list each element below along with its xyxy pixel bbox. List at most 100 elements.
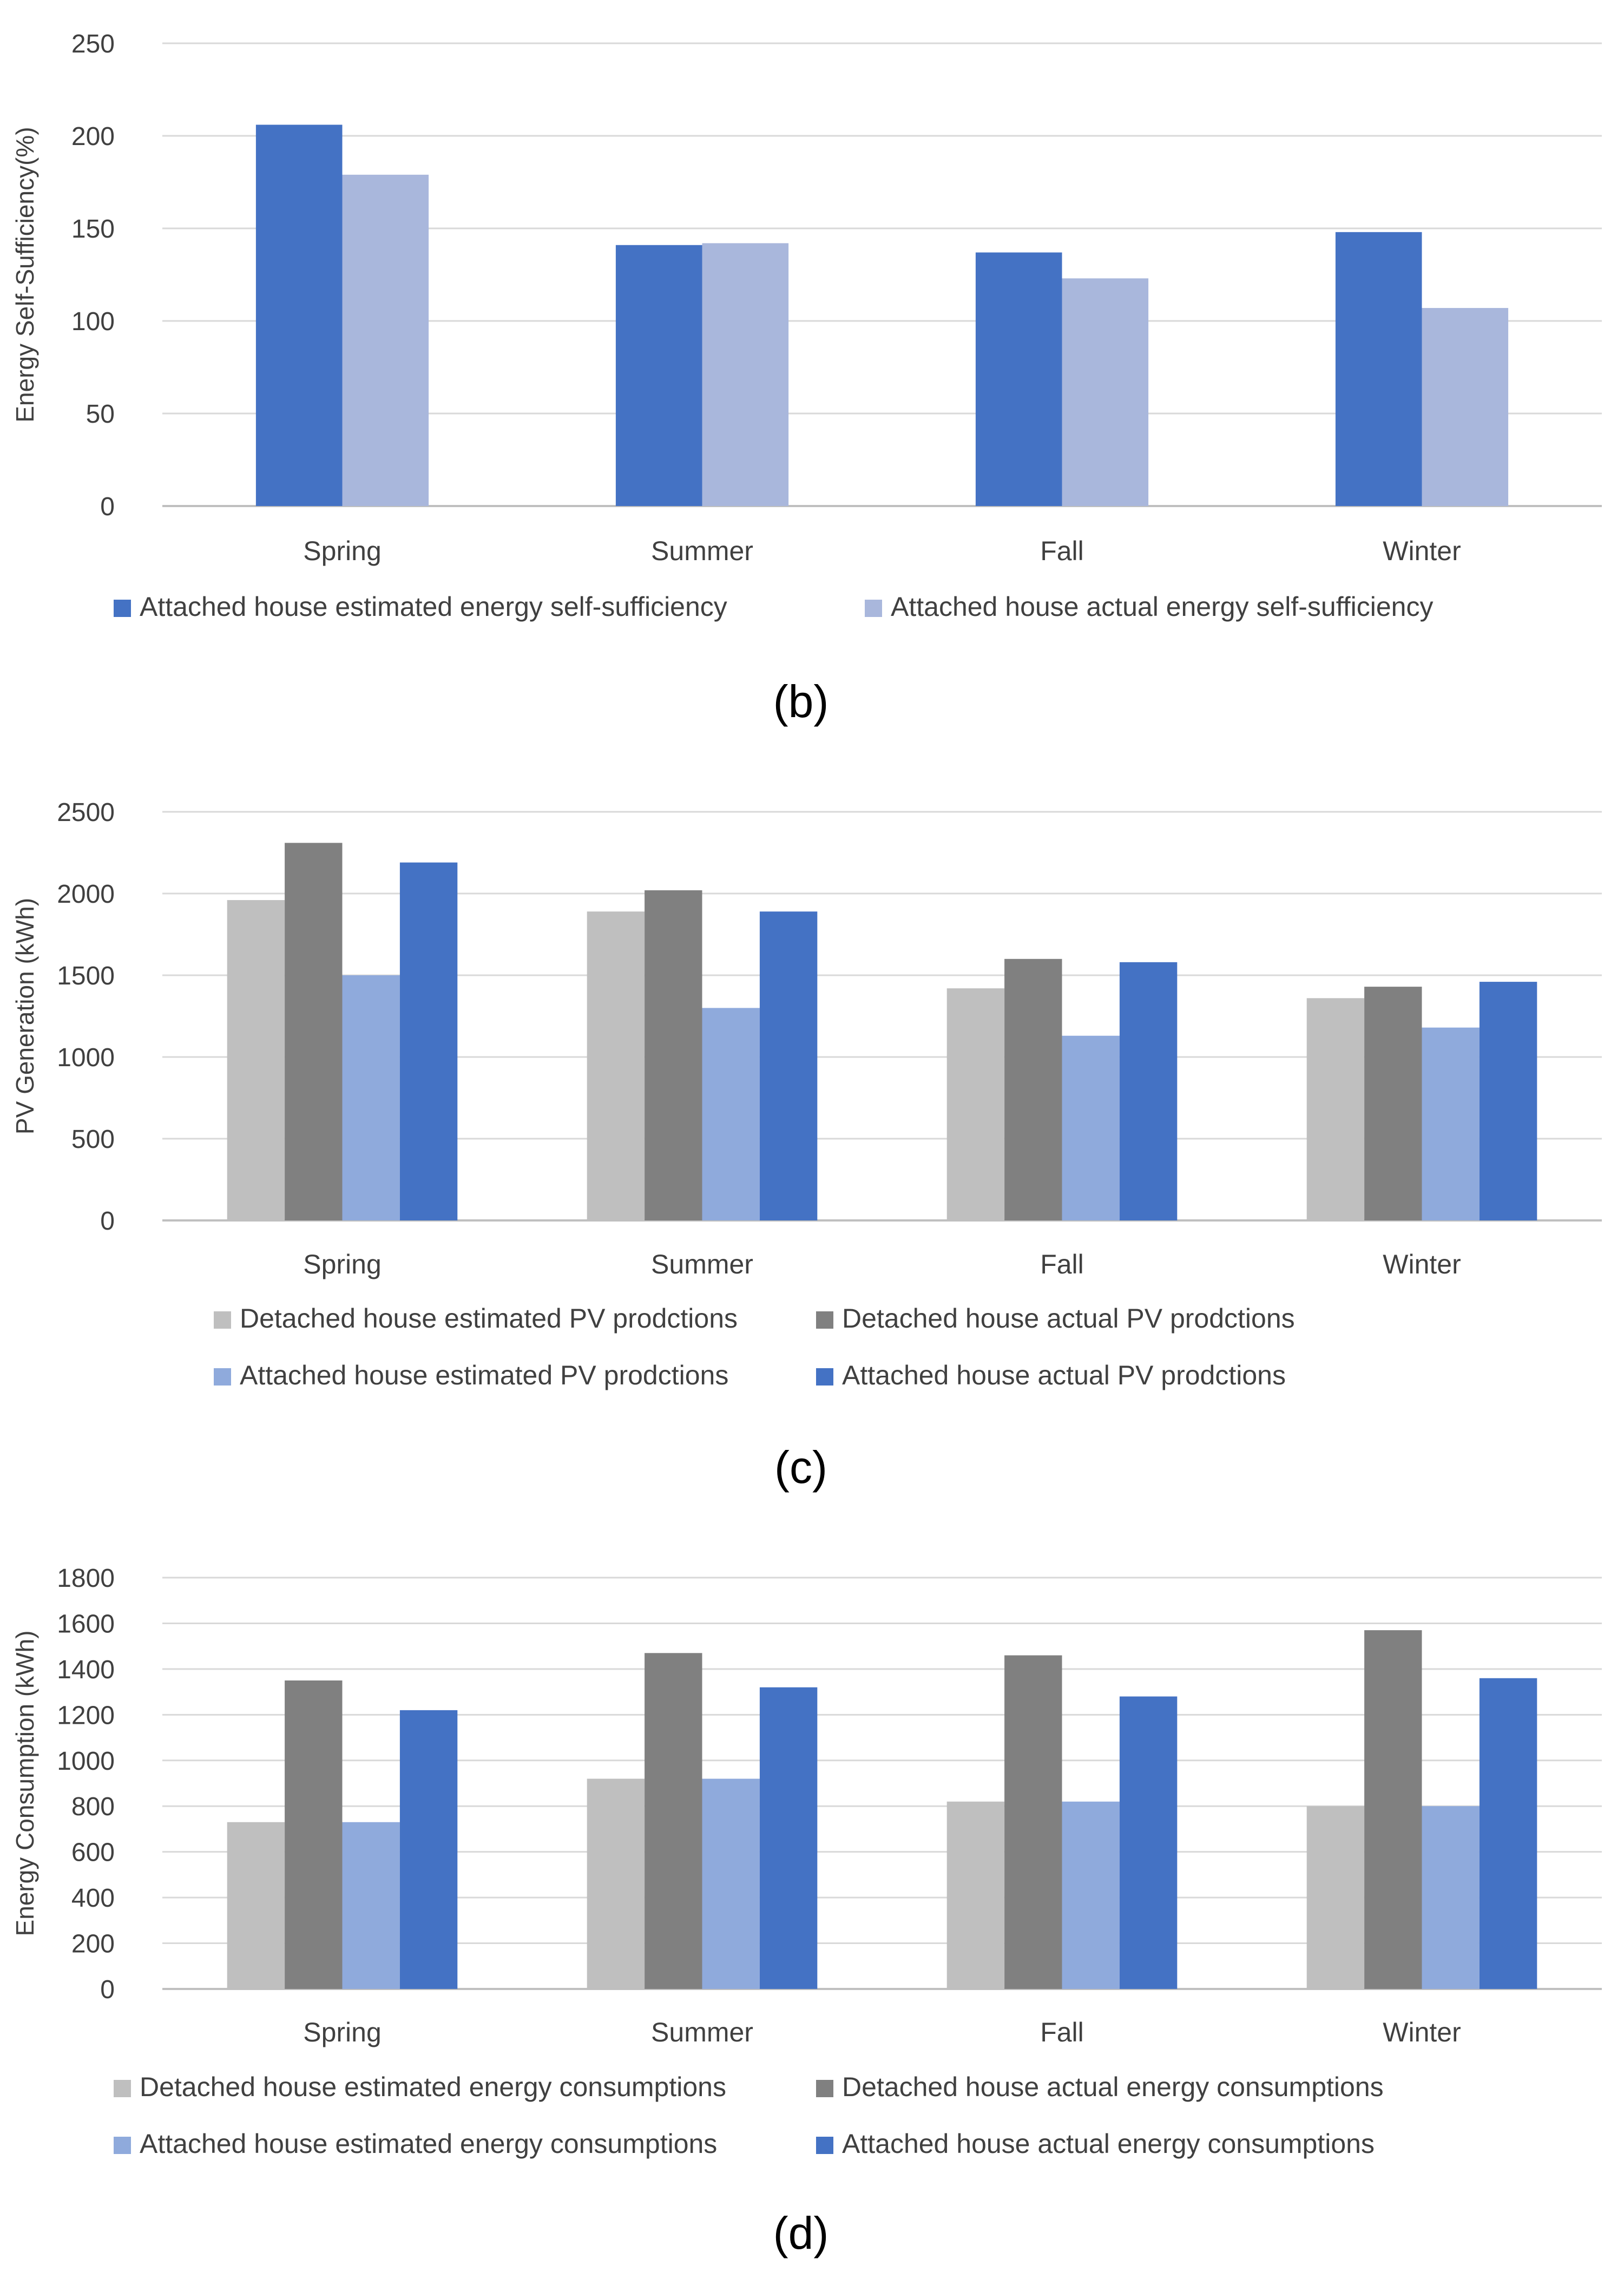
chart-panel-1: 0 50 100 150 200 250 Energy Self-Sufficiency(%…: [11, 30, 1602, 727]
bar-spring-series-1: [227, 900, 285, 1220]
bar-summer-series-1: [587, 911, 645, 1220]
x-tick-label: Spring: [303, 1249, 382, 1279]
bar-spring-series-4: [399, 862, 458, 1220]
y-tick-label: 2500: [57, 798, 115, 827]
panel-label: (b): [773, 676, 829, 727]
y-tick-label: 200: [71, 122, 115, 151]
y-axis-title: Energy Consumption (kWh): [11, 1631, 39, 1936]
bar-spring-series-4: [399, 1710, 458, 1989]
x-tick-label: Summer: [651, 2017, 753, 2047]
bar-spring-series-2: [285, 1680, 343, 1989]
legend-item: Attached house actual PV prodctions: [816, 1360, 1286, 1390]
legend-swatch: [114, 600, 131, 617]
bar-summer-series-2: [645, 890, 702, 1220]
x-tick-label: Fall: [1040, 2017, 1084, 2047]
legend-label: Attached house actual energy consumption…: [842, 2129, 1375, 2159]
bar-spring-series-3: [342, 975, 400, 1220]
legend-label: Attached house estimated energy self-suf…: [140, 592, 727, 622]
y-tick-label: 400: [71, 1884, 115, 1913]
legend-swatch: [816, 1311, 833, 1329]
legend-swatch: [816, 2080, 833, 2097]
bar-winter-series-2: [1422, 308, 1509, 506]
bar-winter-series-4: [1479, 982, 1537, 1220]
x-tick-label: Winter: [1383, 2017, 1461, 2047]
y-tick-label: 200: [71, 1930, 115, 1959]
chart-panel-2: 0 500 1000 1500 2000 2500 PV Generation (kWh) S…: [11, 798, 1602, 1493]
legend-label: Detached house estimated energy consumpt…: [140, 2072, 726, 2102]
legend-swatch: [816, 2137, 833, 2154]
bar-fall-series-1: [946, 988, 1005, 1220]
legend-label: Attached house actual PV prodctions: [842, 1360, 1286, 1390]
x-tick-label: Spring: [303, 536, 382, 566]
legend-item: Attached house estimated energy self-suf…: [114, 592, 727, 622]
bar-winter-series-2: [1364, 1630, 1422, 1989]
panel-label: (c): [774, 1442, 827, 1493]
bar-summer-series-1: [587, 1778, 645, 1989]
bar-spring-series-1: [255, 124, 343, 507]
bar-fall-series-4: [1119, 1696, 1178, 1989]
bar-spring-series-2: [285, 843, 343, 1220]
bar-spring-series-3: [342, 1822, 400, 1989]
x-tick-label: Fall: [1040, 1249, 1084, 1279]
y-tick-label: 500: [71, 1125, 115, 1154]
legend-item: Detached house actual PV prodctions: [816, 1303, 1295, 1334]
legend-label: Attached house estimated energy consumpt…: [140, 2129, 717, 2159]
bar-summer-series-4: [759, 911, 818, 1220]
y-tick-label: 1000: [57, 1043, 115, 1072]
y-tick-label: 600: [71, 1838, 115, 1867]
bar-fall-series-2: [1062, 278, 1149, 506]
legend-label: Attached house actual energy self-suffic…: [891, 592, 1433, 622]
legend-swatch: [865, 600, 882, 617]
y-tick-label: 1800: [57, 1564, 115, 1593]
bar-fall-series-1: [975, 252, 1062, 506]
legend-label: Detached house estimated PV prodctions: [240, 1303, 738, 1334]
y-axis-title: Energy Self-Sufficiency(%): [11, 127, 39, 422]
bar-winter-series-3: [1422, 1027, 1480, 1220]
y-tick-label: 800: [71, 1792, 115, 1821]
legend-swatch: [816, 1368, 833, 1386]
y-axis-title: PV Generation (kWh): [11, 898, 39, 1134]
x-tick-label: Winter: [1383, 1249, 1461, 1279]
x-tick-label: Spring: [303, 2017, 382, 2047]
bar-summer-series-4: [759, 1687, 818, 1989]
y-tick-label: 50: [86, 400, 115, 429]
y-tick-label: 1400: [57, 1656, 115, 1684]
y-tick-label: 100: [71, 307, 115, 336]
y-tick-label: 0: [100, 1207, 115, 1236]
bar-winter-series-1: [1306, 998, 1365, 1220]
y-tick-label: 0: [100, 1975, 115, 2004]
x-tick-label: Fall: [1040, 536, 1084, 566]
x-tick-label: Summer: [651, 536, 753, 566]
legend-item: Detached house estimated PV prodctions: [214, 1303, 738, 1334]
legend-swatch: [214, 1311, 231, 1329]
x-tick-label: Winter: [1383, 536, 1461, 566]
bar-fall-series-1: [946, 1801, 1005, 1989]
x-tick-label: Summer: [651, 1249, 753, 1279]
legend-item: Detached house actual energy consumption…: [816, 2072, 1384, 2102]
bar-winter-series-1: [1306, 1806, 1365, 1989]
legend-swatch: [114, 2137, 131, 2154]
bar-winter-series-1: [1335, 232, 1422, 506]
legend-swatch: [114, 2080, 131, 2097]
bar-summer-series-1: [615, 245, 702, 506]
bar-fall-series-2: [1004, 958, 1062, 1220]
y-tick-label: 1200: [57, 1701, 115, 1730]
bar-fall-series-4: [1119, 962, 1178, 1220]
legend-item: Detached house estimated energy consumpt…: [114, 2072, 726, 2102]
bar-winter-series-3: [1422, 1806, 1480, 1989]
bar-fall-series-3: [1062, 1801, 1120, 1989]
bar-winter-series-2: [1364, 987, 1422, 1220]
bar-spring-series-2: [342, 174, 429, 506]
bar-fall-series-2: [1004, 1655, 1062, 1989]
y-tick-label: 1600: [57, 1610, 115, 1638]
y-tick-label: 2000: [57, 880, 115, 909]
bar-fall-series-3: [1062, 1035, 1120, 1220]
legend-item: Attached house actual energy consumption…: [816, 2129, 1375, 2159]
legend-label: Attached house estimated PV prodctions: [240, 1360, 728, 1390]
legend-swatch: [214, 1368, 231, 1386]
legend-label: Detached house actual energy consumption…: [842, 2072, 1384, 2102]
bar-winter-series-4: [1479, 1678, 1537, 1989]
legend-item: Attached house estimated PV prodctions: [214, 1360, 728, 1390]
bar-summer-series-2: [702, 243, 789, 506]
